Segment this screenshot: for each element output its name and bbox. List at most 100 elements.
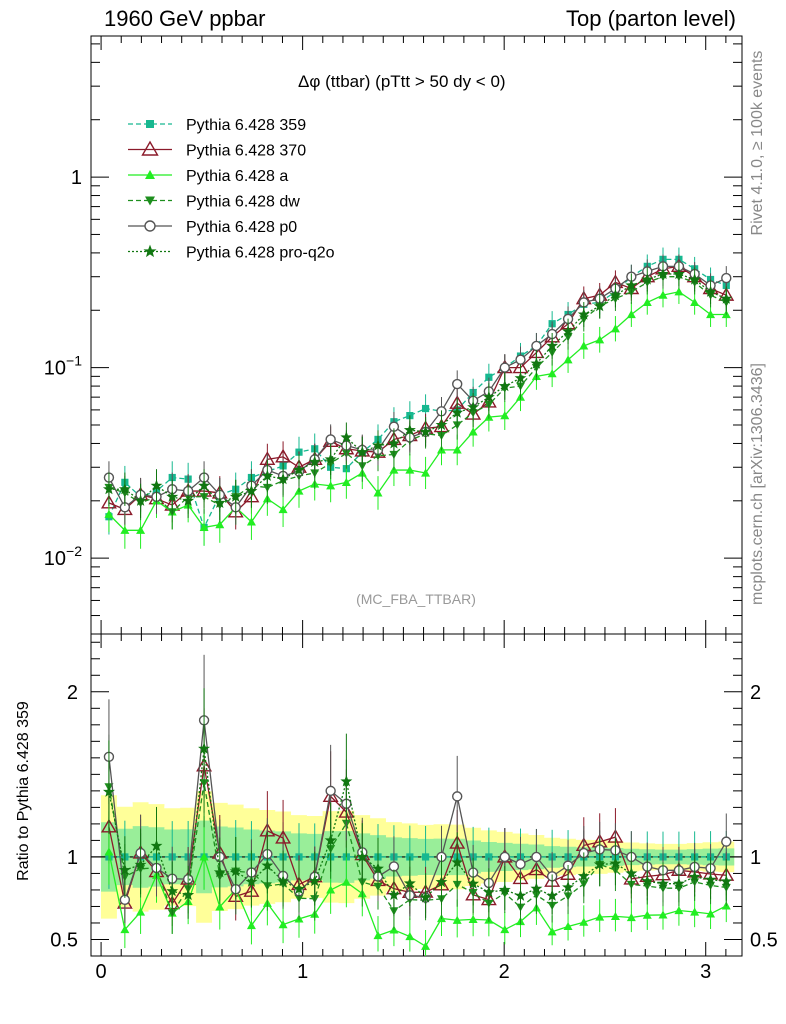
data-point [199,522,209,532]
data-point [546,339,559,352]
data-point [688,870,701,883]
data-point [278,505,288,514]
data-point [120,925,130,934]
data-point [704,873,717,885]
data-point [144,220,156,232]
ratio-plot-frame [90,633,743,957]
data-point [405,932,415,941]
data-point [500,411,510,420]
series-line [108,258,727,530]
data-point [482,390,495,403]
data-point [593,858,606,870]
data-point [261,859,274,871]
data-point [498,379,511,392]
data-point [467,877,480,889]
data-point [704,285,717,297]
data-point [451,856,464,868]
data-point [104,509,114,518]
data-point [577,308,590,320]
data-point [213,866,226,878]
data-point [198,742,211,754]
legend-entry: Pythia 6.428 pro-q2o [128,245,335,262]
data-point [658,910,668,919]
series-line [108,276,727,513]
data-point [102,482,115,495]
data-point [546,889,559,901]
data-point [118,482,131,495]
data-point [721,836,732,847]
series-line [108,782,727,915]
legend-label: Pythia 6.428 359 [186,117,306,134]
data-point [246,920,256,930]
data-point [452,378,463,390]
data-point [468,427,478,436]
series-line [108,291,727,531]
data-point [403,423,416,436]
data-point [136,525,146,534]
data-point [421,468,431,477]
ratio-y-tick-label: 0.5 [50,929,78,951]
ratio-y-tick-label-right: 2 [750,682,761,704]
legend-entry: Pythia 6.428 370 [128,140,306,160]
legend-entry: Pythia 6.428 p0 [128,219,297,236]
ratio-series-5 [102,688,733,919]
data-point [245,484,258,497]
y-tick-label: 1 [71,167,82,189]
data-point [150,479,163,491]
data-point [593,299,606,312]
data-point [626,912,636,922]
data-point [308,874,321,887]
ratio-y-tick-label: 2 [67,682,78,704]
data-point [199,852,209,861]
data-point [467,400,480,413]
series-line [108,273,727,504]
data-point [452,445,462,454]
data-point [141,140,159,156]
data-point [658,290,668,299]
legend: Pythia 6.428 359 Pythia 6.428 370 Pythia 6… [128,117,335,262]
data-point [721,272,732,284]
data-point [657,267,669,280]
data-point [688,273,701,285]
data-point [579,917,589,926]
data-point [720,875,733,887]
ratio-y-tick-label-right: 1 [750,847,761,869]
data-point [136,907,146,916]
series-5 [102,262,733,521]
data-point [182,888,195,901]
series-3 [104,264,731,530]
data-point [609,288,622,301]
data-point [325,785,336,797]
data-point [452,915,462,924]
data-point [690,297,700,306]
data-point [451,406,464,418]
x-tick-label: 0 [96,961,107,983]
data-point [293,463,305,476]
data-point [166,884,179,897]
data-point [562,881,575,893]
ratio-series-group [100,654,735,956]
data-point [341,877,351,886]
data-point [340,431,353,443]
legend-entry: Pythia 6.428 a [128,168,288,185]
data-point [372,862,384,874]
data-point [485,373,493,381]
data-point [625,279,638,291]
ratio-y-tick-label: 1 [67,847,78,869]
data-point [530,882,543,894]
data-point [720,292,733,304]
data-point [145,170,155,179]
data-point [324,834,337,846]
data-point [625,867,638,879]
y-tick-label: 10−2 [44,543,82,570]
data-point [213,496,226,509]
data-point [641,874,654,887]
series-line [108,265,727,509]
data-point [706,909,716,918]
data-point [146,120,154,128]
data-point [246,517,256,526]
data-point [563,921,573,931]
analysis-tag: (MC_FBA_TTBAR) [356,591,476,607]
data-point [293,882,305,895]
data-point [421,853,430,861]
